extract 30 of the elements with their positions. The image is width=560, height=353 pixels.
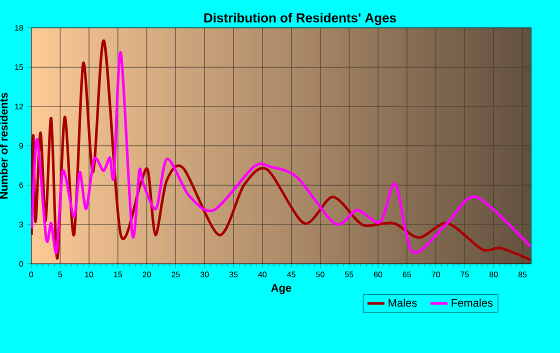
y-tick-label: 12: [15, 104, 24, 110]
y-tick-label: 6: [19, 182, 24, 188]
x-tick-label: 55: [344, 272, 354, 278]
x-tick-label: 70: [432, 272, 440, 278]
x-tick-label: 80: [490, 272, 498, 278]
x-tick-label: 50: [316, 272, 324, 278]
y-tick-label: 18: [15, 25, 24, 31]
y-tick-label: 15: [15, 64, 24, 70]
y-tick-label: 0: [19, 261, 24, 267]
legend-label: Males: [388, 298, 417, 307]
y-tick-label: 9: [19, 143, 24, 149]
x-tick-label: 75: [460, 272, 469, 278]
x-tick-label: 10: [85, 272, 94, 278]
chart-title: Distribution of Residents' Ages: [204, 12, 396, 26]
x-tick-label: 15: [114, 272, 122, 278]
y-axis-title: Number of residents: [0, 92, 8, 199]
x-tick-label: 25: [172, 272, 180, 278]
x-tick-label: 0: [29, 272, 34, 278]
x-tick-label: 35: [229, 272, 238, 278]
x-tick-label: 20: [142, 272, 151, 278]
x-axis-title: Age: [271, 284, 292, 294]
x-tick-label: 30: [200, 272, 209, 278]
x-tick-label: 5: [58, 272, 62, 278]
y-tick-label: 3: [19, 222, 24, 228]
x-tick-label: 40: [258, 272, 267, 278]
x-tick-label: 85: [518, 272, 527, 278]
legend-label: Females: [452, 298, 493, 307]
x-tick-label: 45: [287, 272, 296, 278]
x-tick-label: 65: [402, 272, 412, 278]
x-tick-label: 60: [374, 272, 382, 278]
